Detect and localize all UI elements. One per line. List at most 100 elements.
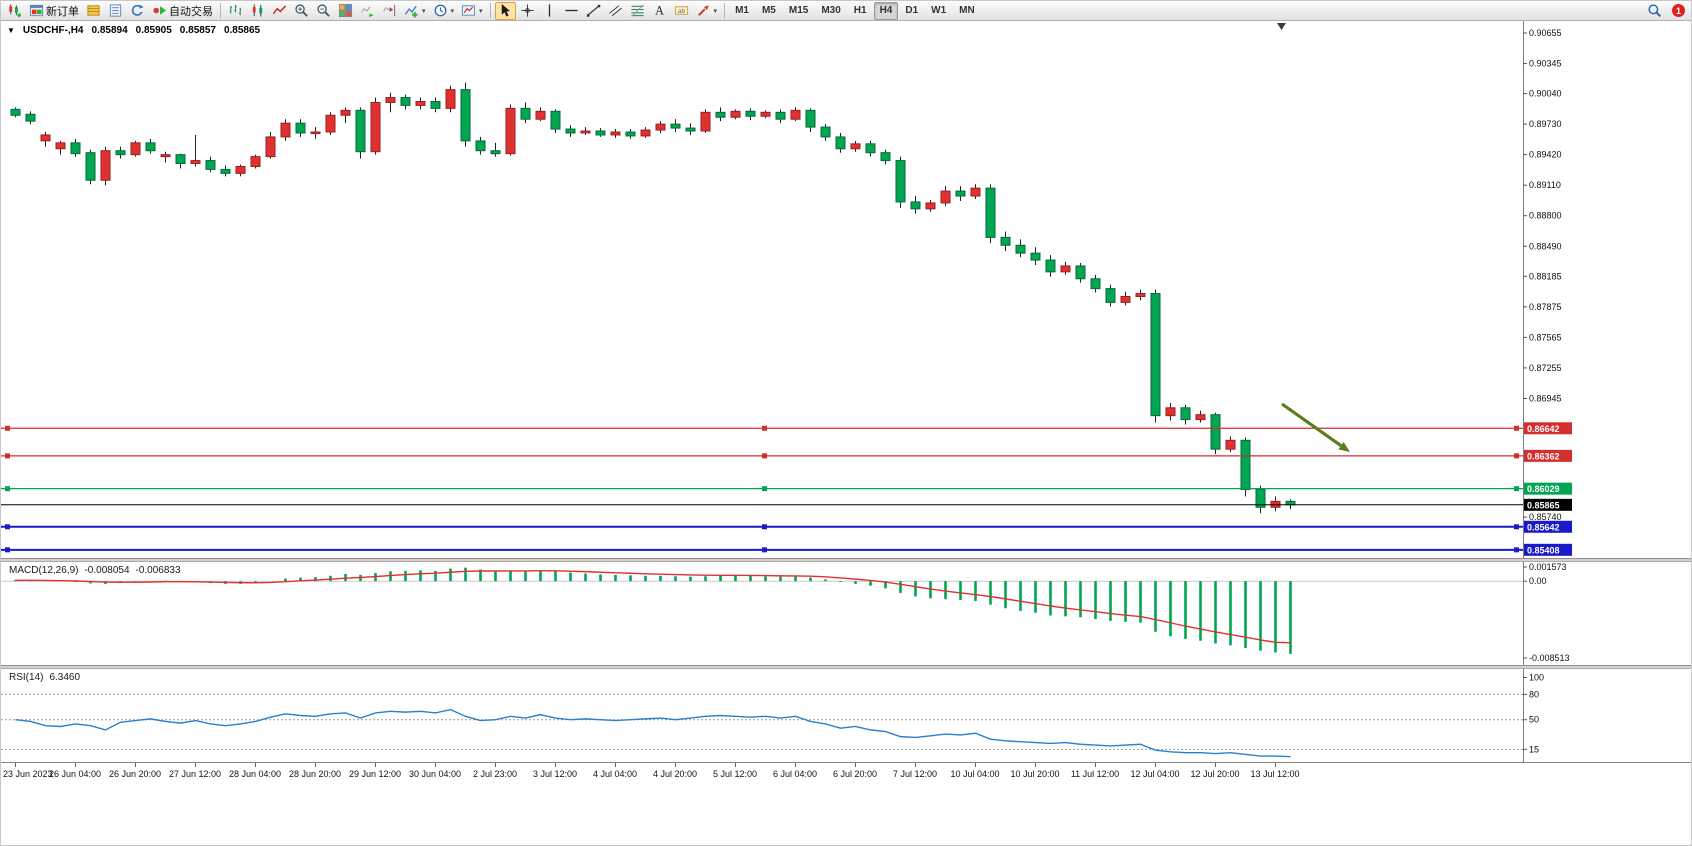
macd-axis-label: 0.00 bbox=[1529, 576, 1547, 586]
indicators-button[interactable]: ▾ bbox=[401, 2, 429, 20]
chart-shift-marker[interactable] bbox=[1277, 23, 1286, 30]
time-label: 13 Jul 12:00 bbox=[1250, 769, 1300, 779]
timeframe-mn[interactable]: MN bbox=[959, 5, 975, 16]
candle bbox=[1210, 412, 1221, 455]
macd-histogram bbox=[14, 567, 1292, 654]
vertical-line-icon bbox=[542, 3, 557, 18]
fibonacci-button[interactable] bbox=[627, 2, 648, 20]
time-tick bbox=[255, 763, 256, 767]
candle bbox=[580, 127, 591, 135]
tile-windows-button[interactable] bbox=[335, 2, 356, 20]
price-tick-label: 0.87255 bbox=[1529, 363, 1562, 373]
dropdown-caret-icon[interactable]: ▾ bbox=[422, 7, 426, 15]
toolbar-separator bbox=[220, 3, 221, 18]
time-label: 5 Jul 12:00 bbox=[712, 769, 758, 779]
timeframe-m1[interactable]: M1 bbox=[735, 5, 749, 16]
time-label: 6 Jul 20:00 bbox=[832, 769, 878, 779]
rsi-indicator-label: RSI(14) 6.3460 bbox=[9, 672, 80, 683]
time-tick bbox=[495, 763, 496, 767]
timeframe-m15[interactable]: M15 bbox=[788, 5, 809, 16]
dropdown-caret-icon[interactable]: ▾ bbox=[479, 7, 483, 15]
time-tick bbox=[975, 763, 976, 767]
candle bbox=[1165, 402, 1176, 421]
equidistant-channel-button[interactable] bbox=[605, 2, 626, 20]
time-axis[interactable]: 23 Jun 2023 26 Jun 04:00 26 Jun 20:00 27 Ju… bbox=[1, 762, 1691, 784]
support-line-green[interactable]: 0.86029 bbox=[1, 482, 1572, 495]
macd-value-signal: -0.006833 bbox=[135, 565, 181, 576]
price-tick-label: 0.89730 bbox=[1529, 119, 1562, 129]
vertical-line-button[interactable] bbox=[539, 2, 560, 20]
candle bbox=[475, 136, 486, 155]
new-chart-button[interactable] bbox=[4, 2, 25, 20]
time-tick bbox=[675, 763, 676, 767]
support-line-blue-1[interactable]: 0.85642 bbox=[1, 520, 1572, 533]
svg-text:ab: ab bbox=[677, 8, 685, 15]
candle bbox=[205, 156, 216, 173]
timeframe-d1[interactable]: D1 bbox=[905, 5, 919, 16]
trendline-button[interactable] bbox=[583, 2, 604, 20]
chart-shift-button[interactable] bbox=[379, 2, 400, 20]
dropdown-caret-icon[interactable]: ▾ bbox=[713, 7, 718, 15]
text-label-button[interactable]: ab bbox=[671, 2, 692, 20]
resistance-line-red-2[interactable]: 0.86362 bbox=[1, 449, 1572, 462]
line-chart-mode-button[interactable] bbox=[269, 2, 290, 20]
panel-splitter[interactable] bbox=[1, 558, 1691, 562]
crosshair-button[interactable] bbox=[517, 2, 538, 20]
time-label: 12 Jul 20:00 bbox=[1190, 769, 1240, 779]
candlestick-mode-button[interactable] bbox=[247, 2, 268, 20]
time-label: 28 Jun 20:00 bbox=[288, 769, 342, 779]
candle bbox=[685, 123, 696, 135]
periods-button[interactable]: ▾ bbox=[430, 2, 458, 20]
price-axis[interactable]: 0.90655 0.90345 0.90040 0.89730 0.89420 0.891… bbox=[1523, 28, 1562, 522]
rsi-panel[interactable]: 100 80 50 15 bbox=[1, 669, 1692, 762]
timeframe-m30[interactable]: M30 bbox=[821, 5, 841, 16]
cursor-button[interactable] bbox=[494, 1, 516, 20]
horizontal-line-button[interactable] bbox=[561, 2, 582, 20]
timeframe-h1[interactable]: H1 bbox=[853, 5, 867, 16]
new-order-button[interactable]: 新订单 bbox=[26, 2, 82, 20]
candle bbox=[1255, 485, 1266, 514]
dropdown-caret-icon[interactable]: ▾ bbox=[450, 7, 455, 15]
zoom-out-button[interactable] bbox=[313, 2, 334, 20]
zoom-out-icon bbox=[316, 3, 331, 18]
rsi-name: RSI(14) bbox=[9, 672, 44, 683]
timeframe-h4[interactable]: H4 bbox=[873, 1, 899, 20]
support-line-blue-2[interactable]: 0.85408 bbox=[1, 543, 1572, 556]
one-click-trading-expander-icon[interactable]: ▼ bbox=[7, 26, 15, 35]
time-tick bbox=[915, 763, 916, 767]
panel-splitter[interactable] bbox=[1, 665, 1691, 669]
templates-button[interactable]: ▾ bbox=[458, 2, 486, 20]
candle bbox=[820, 124, 831, 141]
market-watch-button[interactable] bbox=[83, 2, 104, 20]
trend-arrow-annotation[interactable] bbox=[1281, 402, 1350, 452]
navigator-button[interactable] bbox=[127, 2, 148, 20]
rsi-axis-label: 15 bbox=[1529, 744, 1539, 754]
candle bbox=[610, 129, 621, 138]
text-button[interactable]: A bbox=[649, 2, 670, 20]
search-button[interactable] bbox=[1644, 2, 1665, 20]
crosshair-icon bbox=[520, 3, 535, 18]
candle bbox=[1075, 263, 1086, 283]
data-window-button[interactable] bbox=[105, 2, 126, 20]
notifications-badge[interactable]: 1 bbox=[1672, 4, 1685, 17]
timeframe-m5[interactable]: M5 bbox=[761, 5, 776, 16]
current-price-line[interactable]: 0.85865 bbox=[1, 498, 1572, 511]
arrows-button[interactable]: ▾ bbox=[693, 2, 721, 20]
auto-trading-label: 自动交易 bbox=[169, 5, 213, 18]
timeframe-w1[interactable]: W1 bbox=[931, 5, 947, 16]
data-window-icon bbox=[108, 3, 123, 18]
auto-trading-button[interactable]: 自动交易 bbox=[149, 2, 216, 20]
price-tick-label: 0.89420 bbox=[1529, 150, 1562, 160]
new-order-label: 新订单 bbox=[46, 5, 79, 18]
resistance-line-red-1[interactable]: 0.86642 bbox=[1, 422, 1572, 435]
time-tick bbox=[375, 763, 376, 767]
zoom-in-button[interactable] bbox=[291, 2, 312, 20]
candle bbox=[1105, 284, 1116, 307]
quote-close: 0.85865 bbox=[223, 25, 261, 36]
bar-chart-mode-button[interactable] bbox=[225, 2, 246, 20]
quote-low: 0.85857 bbox=[179, 25, 216, 36]
macd-panel[interactable]: 0.001573 0.00 -0.008513 bbox=[1, 562, 1692, 665]
price-chart-panel[interactable]: 0.90655 0.90345 0.90040 0.89730 0.89420 0.891… bbox=[1, 21, 1692, 558]
auto-scroll-button[interactable] bbox=[357, 2, 378, 20]
